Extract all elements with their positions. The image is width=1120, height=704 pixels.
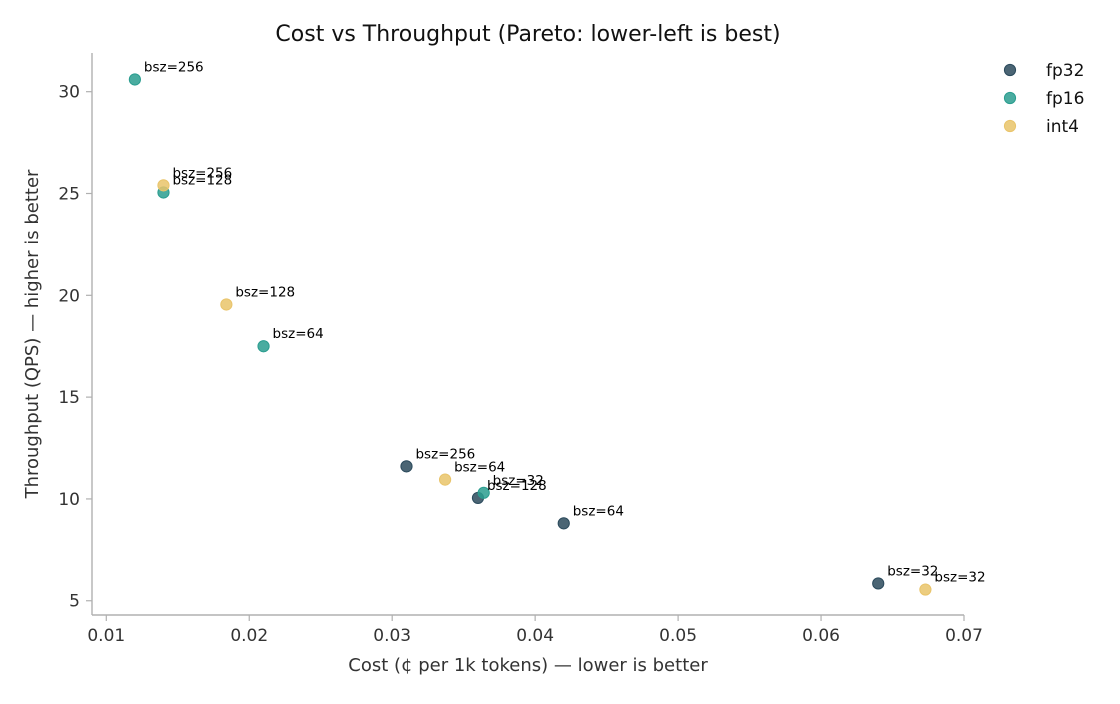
point-label-fp16: bsz=64 — [273, 326, 324, 342]
x-tick-label: 0.01 — [87, 626, 125, 646]
point-fp32-bsz=256 — [400, 460, 413, 473]
point-label-int4: bsz=128 — [235, 284, 295, 300]
point-label-int4: bsz=256 — [172, 165, 232, 181]
y-tick-label: 10 — [58, 490, 80, 510]
data-points — [128, 73, 932, 596]
x-tick-label: 0.04 — [516, 626, 554, 646]
x-tick-label: 0.06 — [802, 626, 840, 646]
legend-label-int4: int4 — [1046, 117, 1079, 137]
legend-marker-int4 — [1003, 119, 1017, 133]
point-label-fp16: bsz=32 — [493, 473, 544, 489]
x-ticks: 0.01 0.02 0.03 0.04 0.05 0.06 0.07 — [87, 615, 983, 646]
data-labels: bsz=256bsz=128bsz=64bsz=32bsz=256bsz=128… — [144, 59, 986, 585]
point-fp16-bsz=64 — [257, 340, 270, 353]
point-label-fp32: bsz=256 — [415, 446, 475, 462]
x-tick-label: 0.02 — [230, 626, 268, 646]
point-int4-bsz=32 — [919, 583, 932, 596]
point-fp16-bsz=32 — [477, 486, 490, 499]
x-tick-label: 0.03 — [373, 626, 411, 646]
legend-label-fp16: fp16 — [1046, 89, 1084, 109]
point-label-fp32: bsz=128 — [487, 478, 547, 494]
legend-marker-fp16 — [1003, 91, 1017, 105]
chart-title: Cost vs Throughput (Pareto: lower-left i… — [275, 22, 780, 47]
point-fp32-bsz=32 — [872, 577, 885, 590]
x-tick-label: 0.07 — [945, 626, 983, 646]
point-label-int4: bsz=64 — [454, 460, 505, 476]
point-int4-bsz=256 — [157, 179, 170, 192]
legend-marker-fp32 — [1003, 63, 1017, 77]
y-axis-label: Throughput (QPS) — higher is better — [22, 169, 43, 499]
point-label-fp32: bsz=32 — [887, 563, 938, 579]
y-tick-label: 5 — [69, 592, 80, 612]
y-tick-label: 25 — [58, 185, 80, 205]
y-tick-label: 15 — [58, 388, 80, 408]
legend-label-fp32: fp32 — [1046, 61, 1084, 81]
y-tick-label: 30 — [58, 83, 80, 103]
point-fp16-bsz=256 — [128, 73, 141, 86]
x-axis-label: Cost (¢ per 1k tokens) — lower is better — [348, 655, 708, 676]
point-label-fp16: bsz=256 — [144, 59, 204, 75]
point-int4-bsz=64 — [438, 473, 452, 486]
point-label-fp16: bsz=128 — [172, 172, 232, 188]
y-ticks: 5 10 15 20 25 30 — [58, 83, 92, 612]
point-int4-bsz=128 — [220, 298, 233, 311]
y-tick-label: 20 — [58, 286, 80, 306]
legend: fp32 fp16 int4 — [1003, 61, 1084, 137]
point-label-fp32: bsz=64 — [573, 503, 624, 519]
point-fp32-bsz=64 — [557, 517, 570, 530]
point-label-int4: bsz=32 — [934, 570, 985, 586]
x-tick-label: 0.05 — [659, 626, 697, 646]
